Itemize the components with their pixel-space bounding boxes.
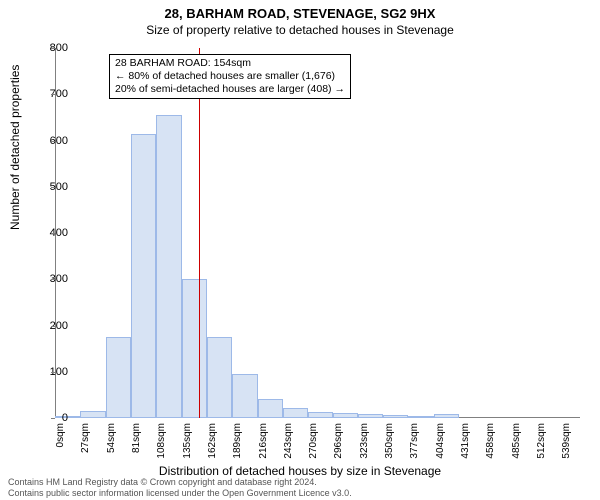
x-tick-label: 216sqm [258, 423, 269, 463]
histogram-bar [232, 374, 257, 418]
x-tick-label: 108sqm [156, 423, 167, 463]
footer-line: Contains public sector information licen… [8, 488, 352, 498]
x-tick-label: 539sqm [561, 423, 572, 463]
histogram-bar [434, 414, 459, 418]
x-axis-label: Distribution of detached houses by size … [0, 464, 600, 478]
histogram-bar [156, 115, 181, 418]
footer: Contains HM Land Registry data © Crown c… [8, 477, 352, 498]
annotation-line: 28 BARHAM ROAD: 154sqm [115, 57, 345, 70]
y-tick [51, 141, 55, 142]
plot-area: 28 BARHAM ROAD: 154sqm← 80% of detached … [55, 48, 580, 418]
histogram-bar [383, 415, 408, 418]
x-tick-label: 296sqm [333, 423, 344, 463]
x-tick-label: 189sqm [232, 423, 243, 463]
x-tick-label: 431sqm [460, 423, 471, 463]
chart-subtitle: Size of property relative to detached ho… [0, 21, 600, 37]
y-tick [51, 326, 55, 327]
histogram-bar [258, 399, 283, 418]
x-tick-label: 243sqm [283, 423, 294, 463]
histogram-bar [207, 337, 232, 418]
histogram-bar [106, 337, 131, 418]
x-tick-label: 162sqm [207, 423, 218, 463]
x-tick-label: 485sqm [511, 423, 522, 463]
x-tick-label: 512sqm [536, 423, 547, 463]
x-tick-label: 404sqm [435, 423, 446, 463]
y-tick [51, 418, 55, 419]
y-tick [51, 279, 55, 280]
histogram-bar [358, 414, 383, 418]
chart-title: 28, BARHAM ROAD, STEVENAGE, SG2 9HX [0, 0, 600, 21]
x-tick-label: 350sqm [384, 423, 395, 463]
x-tick-label: 458sqm [485, 423, 496, 463]
histogram-bar [333, 413, 358, 418]
histogram-bar [283, 408, 308, 418]
histogram-bar [131, 134, 156, 418]
x-tick-label: 27sqm [80, 423, 91, 463]
annotation-line: 20% of semi-detached houses are larger (… [115, 83, 345, 96]
histogram-bar [308, 412, 333, 418]
y-axis-label: Number of detached properties [8, 65, 22, 230]
x-tick-label: 377sqm [409, 423, 420, 463]
histogram-bar [80, 411, 105, 418]
x-tick-label: 135sqm [182, 423, 193, 463]
y-tick [51, 233, 55, 234]
y-tick [51, 372, 55, 373]
y-tick [51, 187, 55, 188]
x-tick-label: 0sqm [55, 423, 66, 463]
x-tick-label: 270sqm [308, 423, 319, 463]
annotation-box: 28 BARHAM ROAD: 154sqm← 80% of detached … [109, 54, 351, 99]
chart-container: 28, BARHAM ROAD, STEVENAGE, SG2 9HX Size… [0, 0, 600, 500]
marker-line [199, 48, 200, 418]
footer-line: Contains HM Land Registry data © Crown c… [8, 477, 352, 487]
histogram-bar [182, 279, 207, 418]
x-tick-label: 54sqm [106, 423, 117, 463]
x-tick-label: 81sqm [131, 423, 142, 463]
annotation-line: ← 80% of detached houses are smaller (1,… [115, 70, 345, 83]
y-tick [51, 48, 55, 49]
histogram-bar [408, 416, 433, 418]
y-tick [51, 94, 55, 95]
x-tick-label: 323sqm [359, 423, 370, 463]
